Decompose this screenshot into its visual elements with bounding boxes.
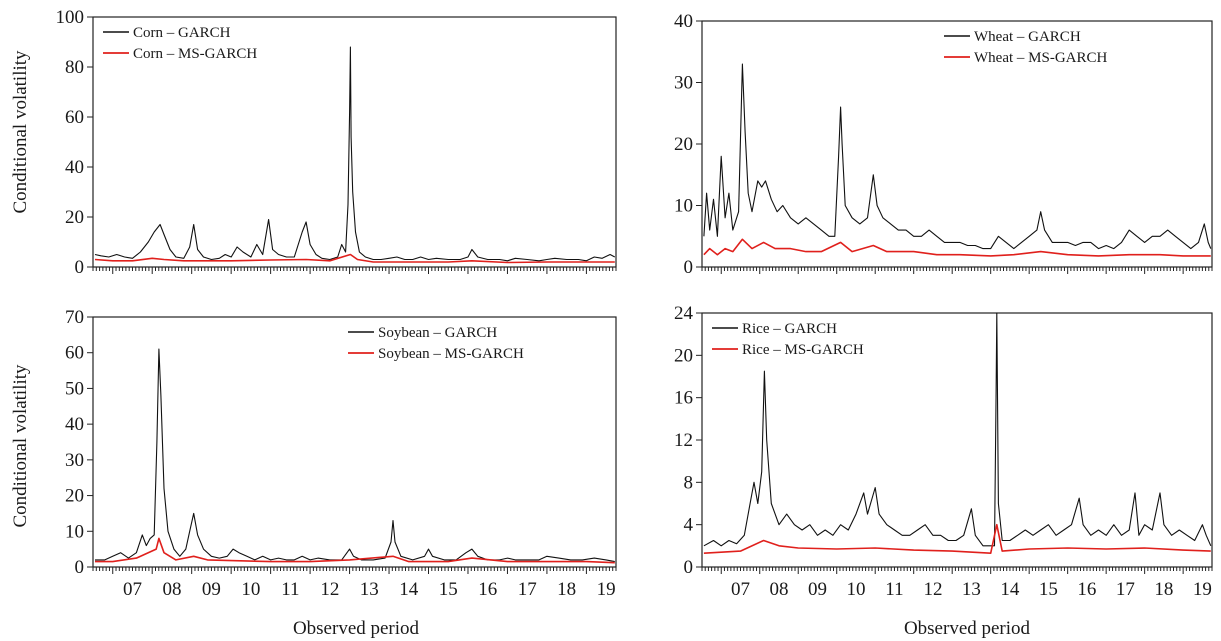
y-tick-label: 50 <box>65 378 84 399</box>
y-tick-label: 12 <box>674 430 693 451</box>
legend-label: Soybean – GARCH <box>378 325 497 341</box>
series-line-garch <box>95 348 615 563</box>
y-tick-label: 40 <box>65 414 84 435</box>
y-tick-label: 60 <box>65 107 84 128</box>
y-tick-label: 0 <box>75 557 85 578</box>
x-tick-label: 14 <box>1000 579 1020 600</box>
y-tick-label: 0 <box>684 257 694 278</box>
x-tick-label: 07 <box>731 579 750 600</box>
legend-label: Rice – GARCH <box>742 321 837 337</box>
series-line-ms-garch <box>94 253 615 264</box>
x-tick-label: 17 <box>1116 579 1135 600</box>
x-tick-label: 10 <box>241 579 260 600</box>
x-tick-label: 08 <box>769 579 788 600</box>
legend-label: Soybean – MS-GARCH <box>378 346 524 362</box>
legend-label: Wheat – MS-GARCH <box>974 50 1107 66</box>
y-tick-label: 80 <box>65 57 84 78</box>
x-tick-label: 18 <box>1154 579 1173 600</box>
series-line-garch <box>703 63 1212 250</box>
x-axis-label-left: Observed period <box>293 618 420 639</box>
x-tick-label: 09 <box>202 579 221 600</box>
y-tick-label: 100 <box>56 7 85 28</box>
y-tick-label: 10 <box>674 196 693 217</box>
y-tick-label: 20 <box>674 345 693 366</box>
y-tick-label: 40 <box>674 11 693 32</box>
x-tick-label: 16 <box>478 579 497 600</box>
x-tick-label: 10 <box>846 579 865 600</box>
x-tick-label: 15 <box>439 579 458 600</box>
y-tick-label: 0 <box>75 257 85 278</box>
x-tick-label: 14 <box>399 579 419 600</box>
x-axis-label-right: Observed period <box>904 618 1031 639</box>
x-tick-label: 08 <box>162 579 181 600</box>
y-tick-label: 8 <box>684 472 694 493</box>
series-line-ms-garch <box>703 523 1211 554</box>
legend-label: Corn – MS-GARCH <box>133 46 257 62</box>
x-tick-label: 17 <box>518 579 537 600</box>
y-tick-label: 30 <box>65 450 84 471</box>
y-tick-label: 30 <box>674 73 693 94</box>
x-tick-label: 15 <box>1039 579 1058 600</box>
series-line-ms-garch <box>95 537 615 564</box>
y-axis-label-top: Conditional volatility <box>10 50 31 214</box>
y-tick-label: 20 <box>65 486 84 507</box>
chart-wheat: 0 10 20 30 40 Wheat – GARCH Wheat – MS-GARCH <box>674 11 1213 278</box>
chart-soybean: 0 10 20 30 40 50 60 70 07 08 09 10 11 12 13 14 15 16 17 18 1… <box>65 307 617 600</box>
x-tick-label: 11 <box>885 579 903 600</box>
x-tick-label: 11 <box>281 579 299 600</box>
x-tick-label: 12 <box>320 579 339 600</box>
x-tick-label: 09 <box>808 579 827 600</box>
chart-corn: 0 20 40 60 80 100 Corn – GARCH Corn – MS-GARCH <box>56 7 617 278</box>
y-tick-label: 60 <box>65 343 84 364</box>
x-tick-label: 12 <box>923 579 942 600</box>
y-tick-label: 20 <box>65 207 84 228</box>
x-tick-label: 19 <box>1193 579 1212 600</box>
y-tick-label: 40 <box>65 157 84 178</box>
y-axis-label-bottom: Conditional volatility <box>10 364 31 528</box>
x-tick-label: 19 <box>597 579 616 600</box>
y-tick-label: 70 <box>65 307 84 328</box>
x-tick-label: 07 <box>123 579 142 600</box>
y-tick-label: 4 <box>684 515 694 536</box>
series-line-garch <box>94 46 616 262</box>
legend-label: Corn – GARCH <box>133 25 231 41</box>
x-tick-label: 16 <box>1077 579 1096 600</box>
chart-rice: 0 4 8 12 16 20 24 07 08 09 10 11 12 13 14 15 16 17 18 19 Ric… <box>674 303 1213 600</box>
x-tick-label: 13 <box>360 579 379 600</box>
x-tick-label: 18 <box>557 579 576 600</box>
x-tick-label: 13 <box>962 579 981 600</box>
y-tick-label: 10 <box>65 521 84 542</box>
legend-label: Rice – MS-GARCH <box>742 342 864 358</box>
plot-frame <box>92 316 617 568</box>
y-tick-label: 20 <box>674 134 693 155</box>
y-tick-label: 0 <box>684 557 694 578</box>
y-tick-label: 16 <box>674 388 693 409</box>
series-line-garch <box>703 312 1212 547</box>
plot-frame <box>92 16 617 268</box>
legend-label: Wheat – GARCH <box>974 29 1081 45</box>
plot-frame <box>701 20 1213 268</box>
series-line-ms-garch <box>703 238 1211 257</box>
y-tick-label: 24 <box>674 303 694 324</box>
